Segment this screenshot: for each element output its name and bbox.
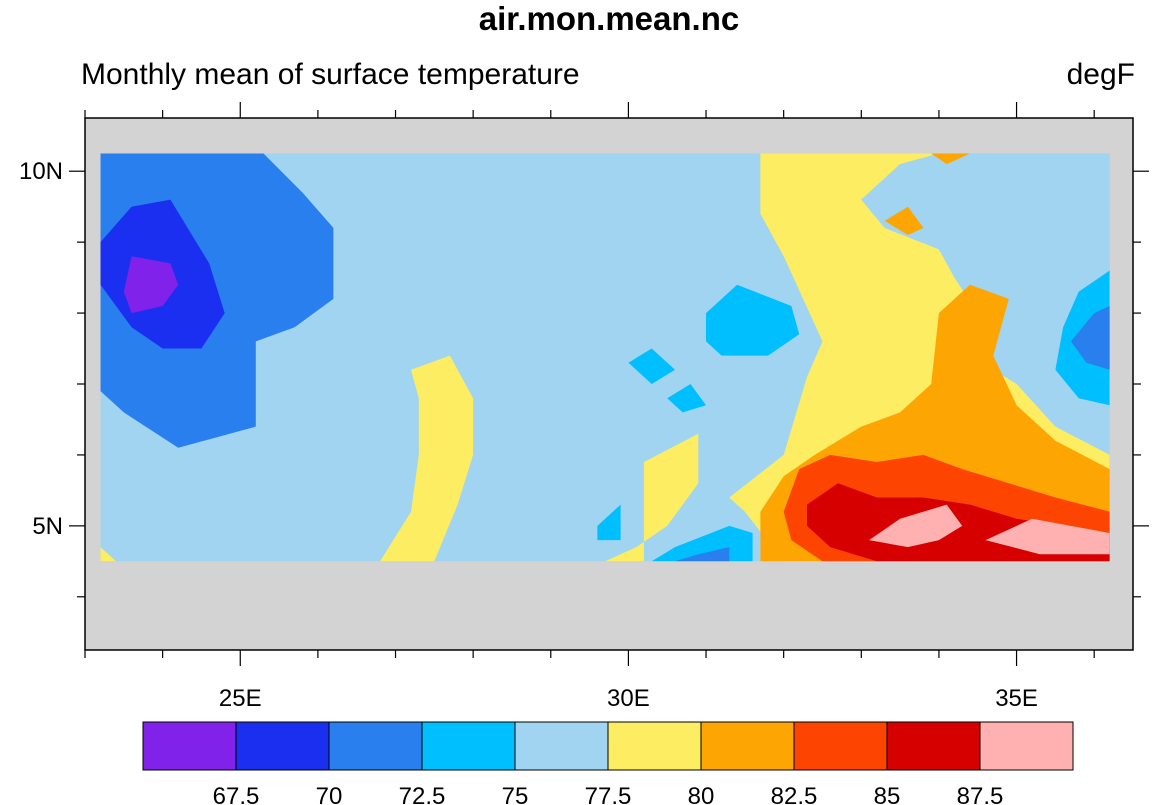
contour-regions xyxy=(100,153,1110,562)
axis-ticks: 25E 30E 35E 5N 10N xyxy=(19,102,1149,712)
colorbar-label: 77.5 xyxy=(585,783,632,805)
contour-region-16 xyxy=(869,504,963,548)
contour-region-10 xyxy=(861,153,1110,314)
x-tick-label: 30E xyxy=(607,685,650,712)
contour-region-22 xyxy=(100,547,117,562)
x-tick-label: 25E xyxy=(219,685,262,712)
colorbar-box xyxy=(421,721,516,771)
y-tick-label: 5N xyxy=(32,513,63,540)
colorbar-label: 82.5 xyxy=(771,783,818,805)
colorbar-box xyxy=(793,721,888,771)
contour-region-3 xyxy=(380,355,474,562)
x-tick-label: 35E xyxy=(995,685,1038,712)
colorbar-label: 87.5 xyxy=(957,783,1004,805)
contour-region-17 xyxy=(985,518,1110,555)
colorbar-box xyxy=(607,721,702,771)
colorbar-box xyxy=(979,721,1074,771)
contour-region-5 xyxy=(628,348,675,384)
contour-region-11 xyxy=(931,153,970,165)
contour-region-2 xyxy=(123,256,179,314)
colorbar-label: 75 xyxy=(502,783,529,805)
contour-region-21 xyxy=(1070,306,1110,370)
contour-region-19 xyxy=(675,547,730,562)
y-tick-label: 10N xyxy=(19,158,63,185)
chart-subtitle-units: degF xyxy=(1067,58,1135,91)
chart-title: air.mon.mean.nc xyxy=(479,0,739,37)
contour-region-4 xyxy=(706,284,800,356)
colorbar-label: 85 xyxy=(874,783,901,805)
colorbar-box xyxy=(142,721,237,771)
contour-region-6 xyxy=(667,384,706,413)
colorbar: 67.5 70 72.5 75 77.5 80 82.5 85 87.5 xyxy=(142,721,1074,805)
colorbar-box xyxy=(886,721,981,771)
colorbar-box xyxy=(235,721,330,771)
colorbar-box xyxy=(514,721,609,771)
colorbar-label: 70 xyxy=(316,783,343,805)
chart-subtitle-left: Monthly mean of surface temperature xyxy=(81,58,580,91)
colorbar-label: 67.5 xyxy=(213,783,260,805)
contour-region-8 xyxy=(605,433,699,562)
colorbar-box xyxy=(700,721,795,771)
colorbar-label: 80 xyxy=(688,783,715,805)
colorbar-box xyxy=(328,721,423,771)
contour-region-7 xyxy=(597,504,621,541)
contour-region-12 xyxy=(884,206,924,235)
colorbar-label: 72.5 xyxy=(399,783,446,805)
